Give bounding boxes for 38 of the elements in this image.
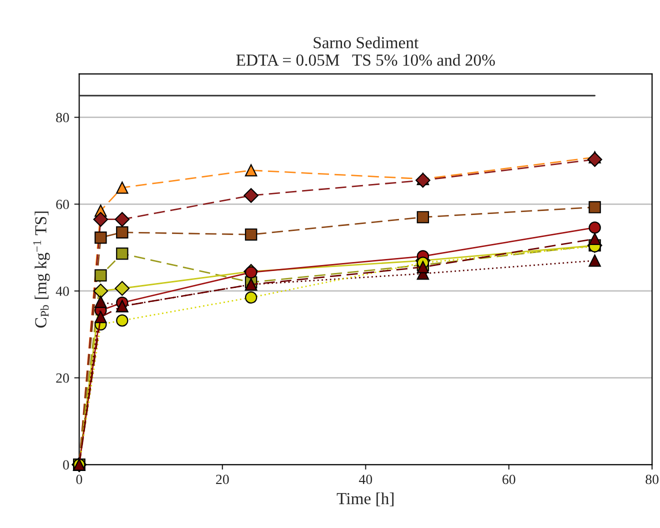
point [114, 280, 130, 296]
y-tick-label: 20 [56, 373, 69, 383]
point [587, 152, 602, 167]
point [116, 182, 128, 194]
x-tick-label: 60 [502, 474, 516, 484]
y-tick-label: 80 [56, 112, 69, 122]
x-tick-label: 80 [646, 474, 658, 484]
point [94, 310, 107, 324]
point [93, 284, 108, 298]
point [588, 201, 601, 214]
point [116, 314, 128, 327]
x-tick-label: 40 [358, 474, 372, 484]
point [94, 269, 107, 282]
point [116, 248, 128, 260]
point [588, 254, 601, 267]
x-tick-label: 20 [216, 474, 229, 484]
y-tick-label: 60 [56, 200, 69, 210]
point [588, 232, 601, 245]
point [416, 261, 430, 274]
y-tick-label: 0 [63, 460, 69, 470]
point [244, 188, 258, 203]
x-axis-title: Time [h] [336, 492, 394, 506]
point [114, 212, 130, 227]
point [244, 266, 258, 278]
point [416, 211, 430, 224]
point [94, 296, 107, 308]
point [94, 231, 107, 244]
point [588, 221, 601, 234]
chart-title: Sarno Sediment EDTA = 0.05M TS 5% 10% and 20% [236, 36, 495, 66]
x-tick-label: 0 [76, 474, 82, 484]
y-tick-label: 40 [56, 286, 69, 296]
y-axis-title: C$_{Pb}$ [mg kg$^{−1}$ TS] [33, 212, 50, 328]
point [93, 212, 108, 227]
point [244, 291, 258, 304]
point [116, 226, 128, 238]
point [416, 172, 430, 188]
point [244, 164, 258, 176]
point [244, 228, 258, 241]
